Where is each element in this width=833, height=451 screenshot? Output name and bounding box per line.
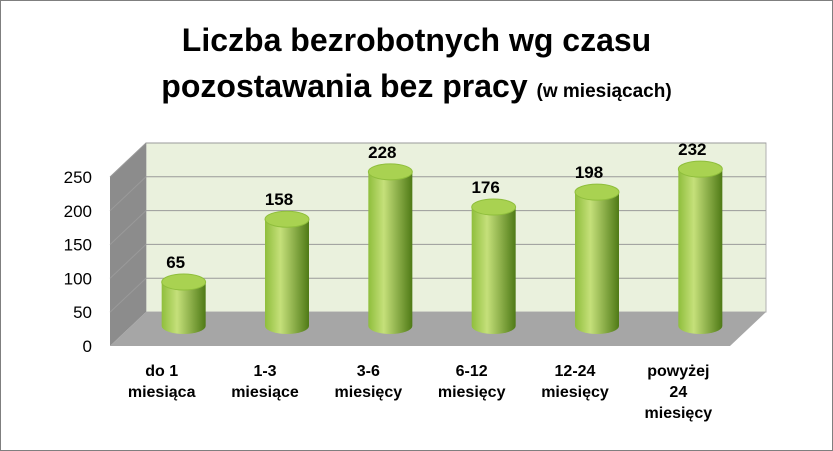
- gridline: [109, 277, 766, 313]
- bar-body: [575, 192, 619, 334]
- chart-title-line-1: Liczba bezrobotnych wg czasu: [181, 22, 652, 58]
- floor: [110, 312, 766, 346]
- bar: [677, 160, 723, 334]
- x-tick-label: 3-6: [357, 363, 380, 380]
- x-tick-label: 12-24: [555, 363, 596, 380]
- gridline: [109, 243, 766, 279]
- bar-body: [678, 169, 723, 334]
- data-label: 158: [265, 190, 293, 209]
- x-tick-label: do 1: [145, 363, 178, 380]
- chart-title-suffix: (w miesiącach): [536, 81, 672, 102]
- bar-top: [264, 210, 310, 228]
- bar: [471, 198, 517, 334]
- bar-top: [677, 160, 723, 178]
- bar-body: [161, 282, 206, 334]
- x-tick-label: 24: [669, 384, 687, 401]
- y-tick-label: 200: [64, 202, 92, 221]
- bar-top: [161, 273, 207, 291]
- bar-body: [471, 207, 516, 334]
- x-tick-label: miesięcy: [438, 384, 506, 401]
- y-tick-label: 250: [64, 168, 92, 187]
- y-tick-label: 0: [83, 337, 92, 356]
- x-tick-label: 1-3: [253, 363, 276, 380]
- x-tick-label: 6-12: [456, 363, 488, 380]
- x-tick-label: miesięcy: [645, 405, 713, 422]
- bar-body: [368, 171, 413, 334]
- data-label: 228: [368, 143, 396, 162]
- bar: [367, 163, 413, 334]
- y-tick-label: 100: [64, 269, 92, 288]
- x-tick-label: powyżej: [647, 363, 709, 380]
- bar-top: [367, 163, 413, 181]
- data-label: 232: [678, 140, 706, 159]
- data-label: 198: [575, 163, 603, 182]
- chart-title-line-2: pozostawania bez pracy (w miesiącach): [0, 68, 833, 105]
- data-label: 176: [471, 178, 499, 197]
- bar: [161, 273, 207, 334]
- chart-title-main: pozostawania bez pracy: [161, 68, 528, 104]
- y-tick-label: 50: [73, 303, 92, 322]
- x-tick-label: miesiąca: [128, 384, 196, 401]
- x-tick-label: miesięcy: [541, 384, 609, 401]
- side-wall: [110, 143, 146, 346]
- bar-top: [574, 183, 620, 201]
- x-tick-label: miesiące: [231, 384, 299, 401]
- bar: [264, 210, 310, 334]
- data-label: 65: [166, 253, 185, 272]
- bar-top: [471, 198, 517, 216]
- gridline: [109, 210, 766, 245]
- y-tick-label: 150: [64, 236, 92, 255]
- bar-body: [265, 219, 309, 334]
- x-tick-label: miesięcy: [335, 384, 403, 401]
- gridline: [109, 142, 766, 178]
- gridline: [109, 176, 766, 212]
- back-wall: [145, 142, 767, 313]
- bar: [574, 183, 620, 334]
